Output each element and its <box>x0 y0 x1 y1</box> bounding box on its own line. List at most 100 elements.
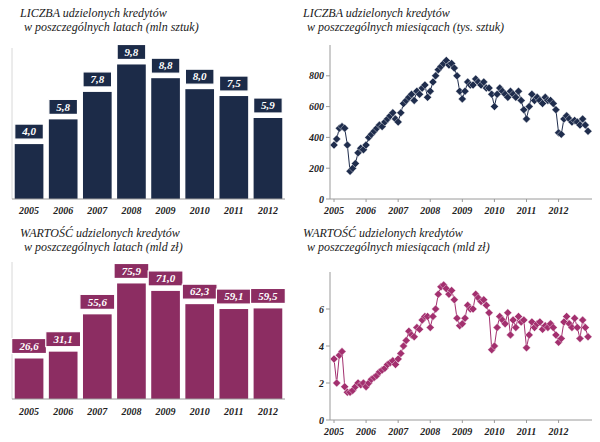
y-tick <box>326 199 330 200</box>
marker <box>341 124 349 132</box>
marker <box>517 96 525 104</box>
bar <box>185 304 214 399</box>
marker <box>448 287 456 295</box>
data-label-box <box>185 69 214 84</box>
x-tick <box>334 420 335 423</box>
x-tick-label: 2012 <box>257 205 278 216</box>
marker <box>343 141 351 149</box>
bar <box>83 92 112 199</box>
x-tick-label: 2007 <box>86 205 108 216</box>
marker <box>397 109 405 117</box>
marker <box>557 335 565 343</box>
data-label: 75,9 <box>122 265 142 277</box>
data-label: 7,5 <box>227 77 241 89</box>
marker <box>581 324 589 332</box>
line-chart: LICZBA udzielonych kredytóww poszczególn… <box>302 6 592 216</box>
bar <box>185 89 214 199</box>
x-tick-label: 2012 <box>548 205 569 216</box>
marker <box>432 305 440 313</box>
y-tick-label: 0 <box>319 415 324 426</box>
bar <box>151 78 180 199</box>
x-tick <box>366 199 367 202</box>
marker <box>394 118 402 126</box>
bar <box>117 283 146 399</box>
bar <box>219 309 248 399</box>
marker <box>584 333 592 341</box>
chart-subtitle: w poszczególnych latach (mln sztuk) <box>24 20 199 34</box>
x-tick <box>494 420 495 423</box>
x-tick <box>462 199 463 202</box>
x-axis-line <box>12 399 285 400</box>
data-label-box <box>220 76 249 91</box>
data-label: 31,1 <box>53 333 73 345</box>
bars <box>15 283 283 399</box>
x-tick-label: 2008 <box>419 426 440 437</box>
x-tick-label: 2009 <box>155 205 176 216</box>
x-tick <box>398 420 399 423</box>
data-label: 26,6 <box>18 340 39 352</box>
y-tick-label: 600 <box>309 101 324 112</box>
marker <box>501 320 509 328</box>
marker <box>523 344 531 352</box>
marker <box>549 324 557 332</box>
x-tick-label: 2006 <box>52 406 73 417</box>
x-tick <box>334 199 335 202</box>
marker <box>579 316 587 324</box>
x-axis-line <box>12 199 285 200</box>
bar <box>254 308 283 399</box>
bar <box>219 96 248 199</box>
x-tick <box>430 199 431 202</box>
chart-subtitle: w poszczególnych latach (mld zł) <box>24 240 183 254</box>
bar <box>151 291 180 399</box>
y-tick-label: 4 <box>318 341 324 352</box>
marker <box>573 324 581 332</box>
marker <box>402 336 410 344</box>
marker <box>512 324 520 332</box>
marker <box>453 72 461 80</box>
y-tick-label: 800 <box>309 70 324 81</box>
x-tick-label: 2007 <box>86 406 108 417</box>
bar <box>117 64 146 199</box>
y-tick <box>326 75 330 76</box>
data-label-box <box>151 58 180 73</box>
marker <box>493 324 501 332</box>
data-label: 7,8 <box>90 73 104 85</box>
data-label-box <box>117 44 146 59</box>
x-tick-label: 2005 <box>18 406 39 417</box>
y-tick-label: 6 <box>319 304 324 315</box>
marker <box>351 160 359 168</box>
x-tick <box>462 420 463 423</box>
marker <box>557 130 565 138</box>
x-tick-label: 2012 <box>257 406 278 417</box>
marker <box>571 314 579 322</box>
marker <box>563 312 571 320</box>
data-label-box <box>148 271 183 286</box>
data-label-box <box>182 284 217 299</box>
y-tick <box>326 137 330 138</box>
marker <box>490 103 498 111</box>
data-label-box <box>80 294 115 309</box>
x-tick-label: 2012 <box>548 426 569 437</box>
chart-subtitle: w poszczególnych miesiącach (mld zł) <box>307 240 490 254</box>
data-label-box <box>251 288 286 303</box>
x-tick-label: 2007 <box>387 426 409 437</box>
bar <box>15 359 44 399</box>
x-axis-line <box>330 199 592 200</box>
x-tick <box>558 199 559 202</box>
x-tick <box>366 420 367 423</box>
x-tick-label: 2009 <box>155 406 176 417</box>
x-axis-line <box>330 420 592 421</box>
data-label: 55,6 <box>88 296 108 308</box>
bar <box>254 118 283 199</box>
marker <box>461 314 469 322</box>
y-tick-label: 0 <box>319 194 324 205</box>
x-tick-label: 2011 <box>516 205 536 216</box>
chart-title: LICZBA udzielonych kredytów <box>302 6 450 20</box>
x-tick-label: 2011 <box>223 406 243 417</box>
marker <box>458 95 466 103</box>
series <box>330 281 592 396</box>
y-axis-line <box>330 45 331 199</box>
data-label: 5,9 <box>261 99 275 111</box>
x-tick-label: 2006 <box>355 205 376 216</box>
x-tick-label: 2005 <box>18 205 39 216</box>
